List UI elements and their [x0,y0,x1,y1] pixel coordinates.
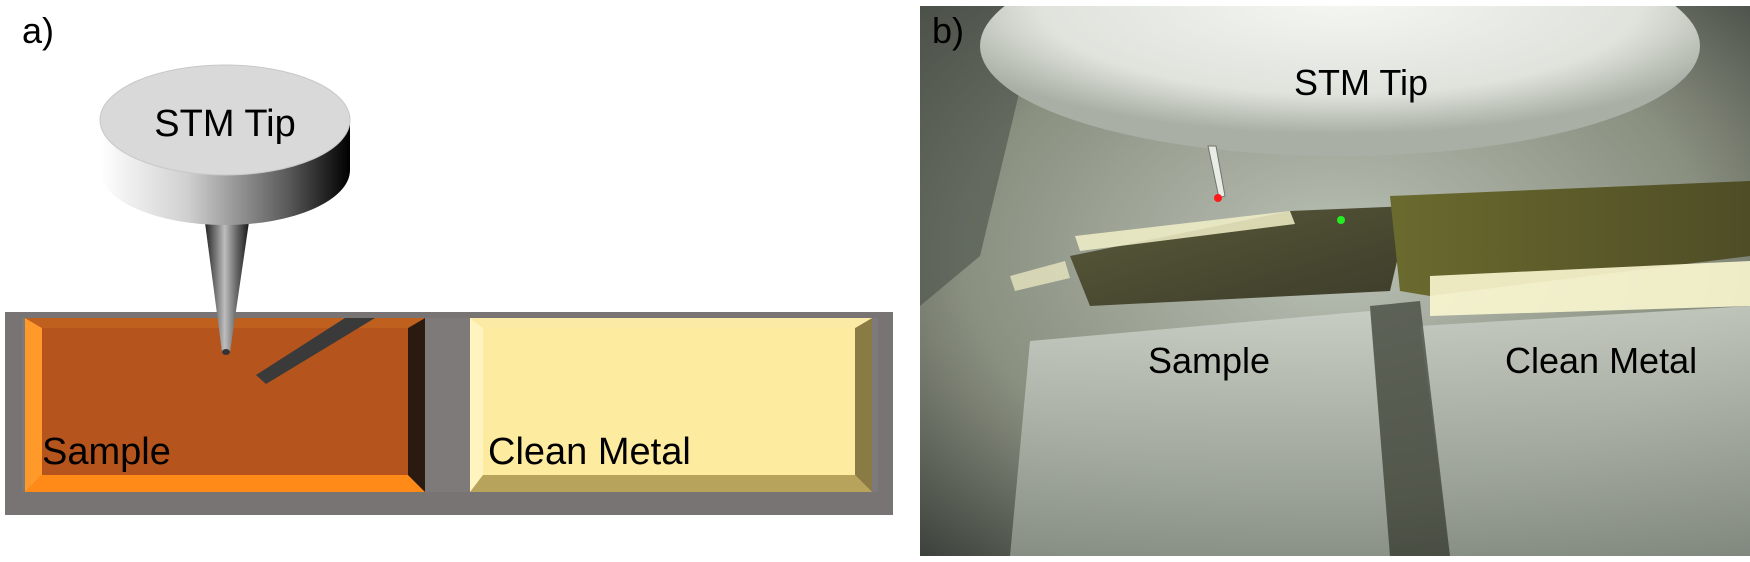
tip-shadow [256,318,375,384]
tip-marker [1214,194,1222,202]
sample-surface [1070,206,1410,306]
sample-front-block [1010,311,1390,556]
stm-tip-needle [204,215,250,352]
stm-photo [920,6,1750,556]
clean-metal-label: Clean Metal [488,431,691,473]
sample-label: Sample [42,431,171,473]
stm-tip-head [99,64,351,225]
metal-front-block [1420,306,1750,556]
photo-clean-metal-label: Clean Metal [1505,340,1698,381]
photo-sample-label: Sample [1148,340,1271,381]
clean-metal-block [470,318,872,492]
photo-stm-tip-label: STM Tip [1294,62,1429,103]
photo-stm-needle [1207,145,1226,199]
stm-head [980,6,1700,156]
panel-a-label: a) [22,10,55,51]
panel-b-label: b) [932,10,965,51]
stm-tip-label: STM Tip [154,103,295,145]
metal-marker [1337,216,1345,224]
sample-block [25,318,425,492]
stm-schematic-diagram: STM Tip Sample Clean Metal [5,64,893,515]
